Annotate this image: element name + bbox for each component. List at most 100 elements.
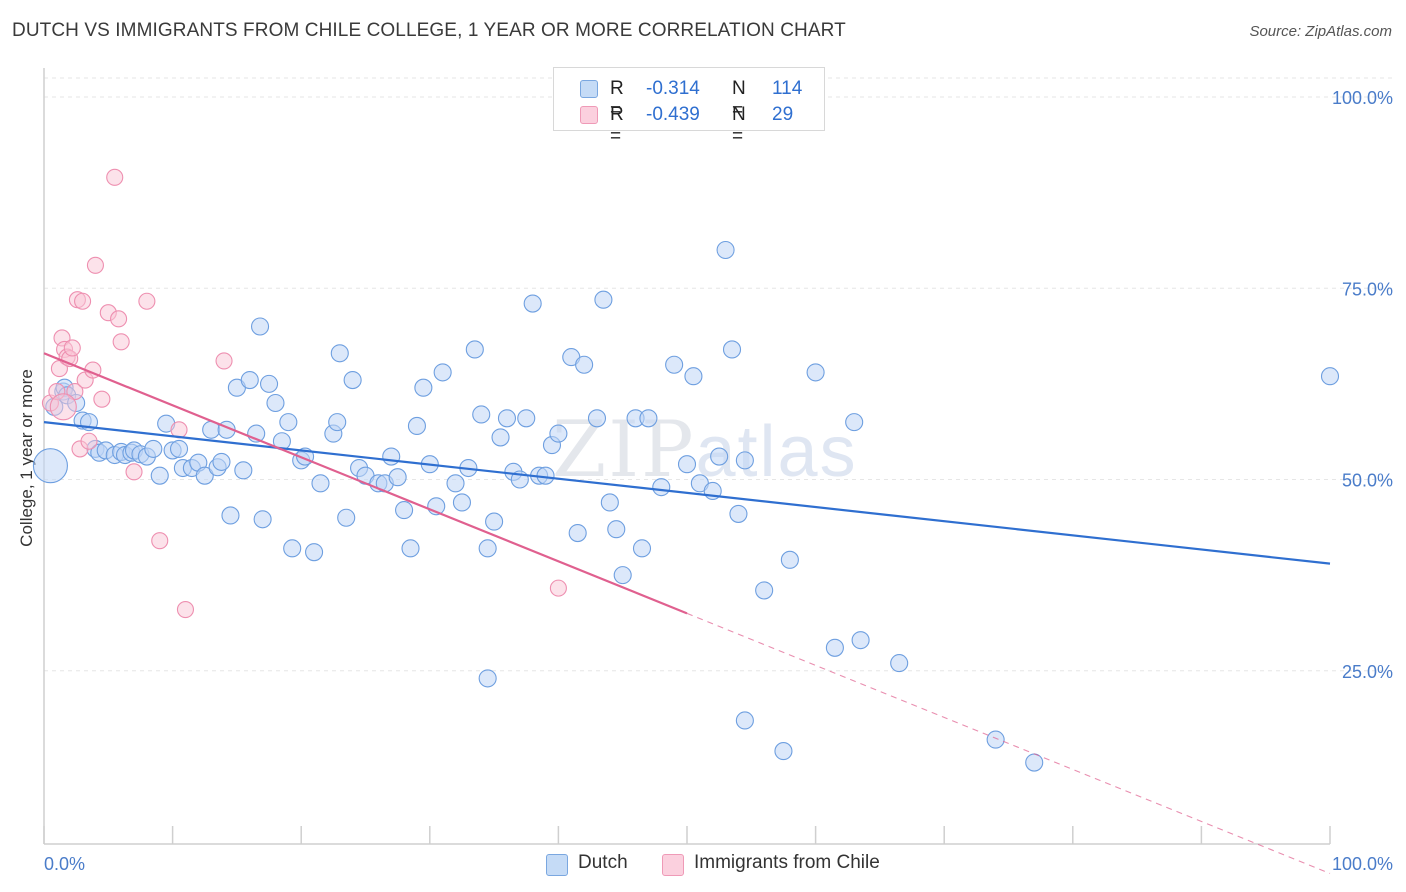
dutch-point: [446, 474, 465, 493]
n-value-chile: 29: [772, 104, 794, 125]
dutch-point: [774, 742, 793, 761]
dutch-point: [665, 355, 684, 374]
dutch-point: [240, 370, 259, 390]
y-tick-label: 25.0%: [1342, 662, 1393, 682]
correlation-stats-box: R = -0.314 N = 114 R = -0.439 N = 29: [553, 67, 825, 147]
dutch-point: [433, 363, 452, 382]
source-label: Source: ZipAtlas.com: [1249, 23, 1392, 40]
dutch-point: [328, 413, 347, 432]
x-tick-label-left: 0.0%: [44, 854, 85, 874]
dutch-point: [259, 374, 279, 393]
dutch-point: [388, 468, 407, 487]
dutch-point: [144, 439, 163, 458]
dutch-point: [684, 367, 703, 386]
dutch-point: [632, 539, 652, 558]
dutch-point: [283, 539, 302, 558]
y-tick-label: 100.0%: [1332, 88, 1393, 108]
dutch-point: [305, 543, 324, 562]
chile-point: [74, 292, 92, 310]
dutch-legend-swatch: [546, 854, 568, 876]
dutch-point: [478, 669, 497, 688]
dutch-point: [497, 409, 517, 428]
chile-point: [66, 382, 84, 401]
chile-point: [215, 352, 233, 370]
chile-point: [151, 532, 169, 550]
dutch-point: [414, 378, 433, 397]
dutch-point: [594, 290, 613, 309]
dutch-point: [755, 581, 774, 600]
n-value-dutch: 114: [772, 78, 803, 99]
dutch-point: [485, 512, 504, 531]
chile-trend-line: [43, 352, 688, 615]
dutch-point: [311, 474, 330, 493]
dutch-point: [587, 409, 607, 428]
dutch-point: [465, 340, 484, 359]
y-tick-label: 50.0%: [1342, 471, 1393, 491]
chile-point: [49, 393, 77, 421]
x-tick-label-right: 100.0%: [1332, 854, 1393, 874]
dutch-point: [478, 539, 497, 558]
dutch-point: [568, 523, 587, 543]
dutch-point: [343, 370, 362, 390]
n-label: N =: [732, 78, 746, 121]
dutch-point: [250, 317, 270, 336]
dutch-point: [253, 510, 272, 529]
dutch-point: [1320, 367, 1340, 386]
dutch-point: [677, 455, 697, 474]
dutch-point: [452, 493, 472, 512]
dutch-point: [851, 631, 870, 650]
dutch-point: [780, 550, 799, 569]
dutch-point: [890, 654, 909, 673]
dutch-point: [337, 508, 356, 527]
dutch-point: [382, 447, 401, 466]
chile-point: [110, 310, 128, 328]
dutch-point: [729, 504, 748, 523]
dutch-point: [407, 416, 426, 436]
chile-point: [112, 333, 130, 351]
dutch-point: [652, 478, 671, 497]
chile-point: [86, 256, 104, 274]
r-label: R =: [610, 78, 624, 121]
dutch-point: [395, 501, 414, 520]
dutch-point: [330, 344, 349, 363]
dutch-swatch: [580, 80, 598, 98]
dutch-point: [234, 461, 253, 480]
dutch-point: [716, 240, 735, 260]
r-label: R =: [610, 104, 624, 147]
dutch-point: [266, 393, 285, 413]
dutch-trend-line: [43, 421, 1331, 565]
dutch-point: [279, 413, 298, 432]
legend-label-dutch: Dutch: [578, 852, 628, 873]
chile-point: [138, 292, 156, 310]
chart-title: DUTCH VS IMMIGRANTS FROM CHILE COLLEGE, …: [12, 20, 846, 41]
dutch-point: [523, 294, 542, 313]
dutch-point: [169, 439, 189, 458]
dutch-point: [845, 413, 864, 432]
dutch-point: [549, 424, 568, 443]
r-value-chile: -0.439: [646, 104, 700, 125]
dutch-point: [710, 447, 729, 466]
chile-swatch: [580, 106, 598, 124]
y-tick-label: 75.0%: [1342, 279, 1393, 299]
dutch-point: [221, 506, 240, 525]
chile-point: [93, 390, 111, 408]
dutch-points: [32, 240, 1340, 772]
dutch-point: [735, 711, 754, 730]
chile-point: [80, 432, 98, 450]
dutch-point: [32, 448, 68, 484]
n-label: N =: [732, 104, 746, 147]
dutch-point: [491, 428, 510, 447]
dutch-point: [150, 466, 169, 485]
chile-point: [63, 339, 81, 357]
dutch-point: [1025, 753, 1044, 772]
dutch-point: [401, 539, 420, 558]
dutch-point: [600, 493, 619, 512]
dutch-point: [212, 452, 231, 471]
dutch-point: [722, 340, 742, 359]
dutch-point: [806, 363, 825, 382]
legend-label-chile: Immigrants from Chile: [694, 852, 880, 873]
dutch-point: [639, 409, 658, 428]
dutch-point: [986, 730, 1005, 749]
dutch-point: [607, 520, 626, 539]
